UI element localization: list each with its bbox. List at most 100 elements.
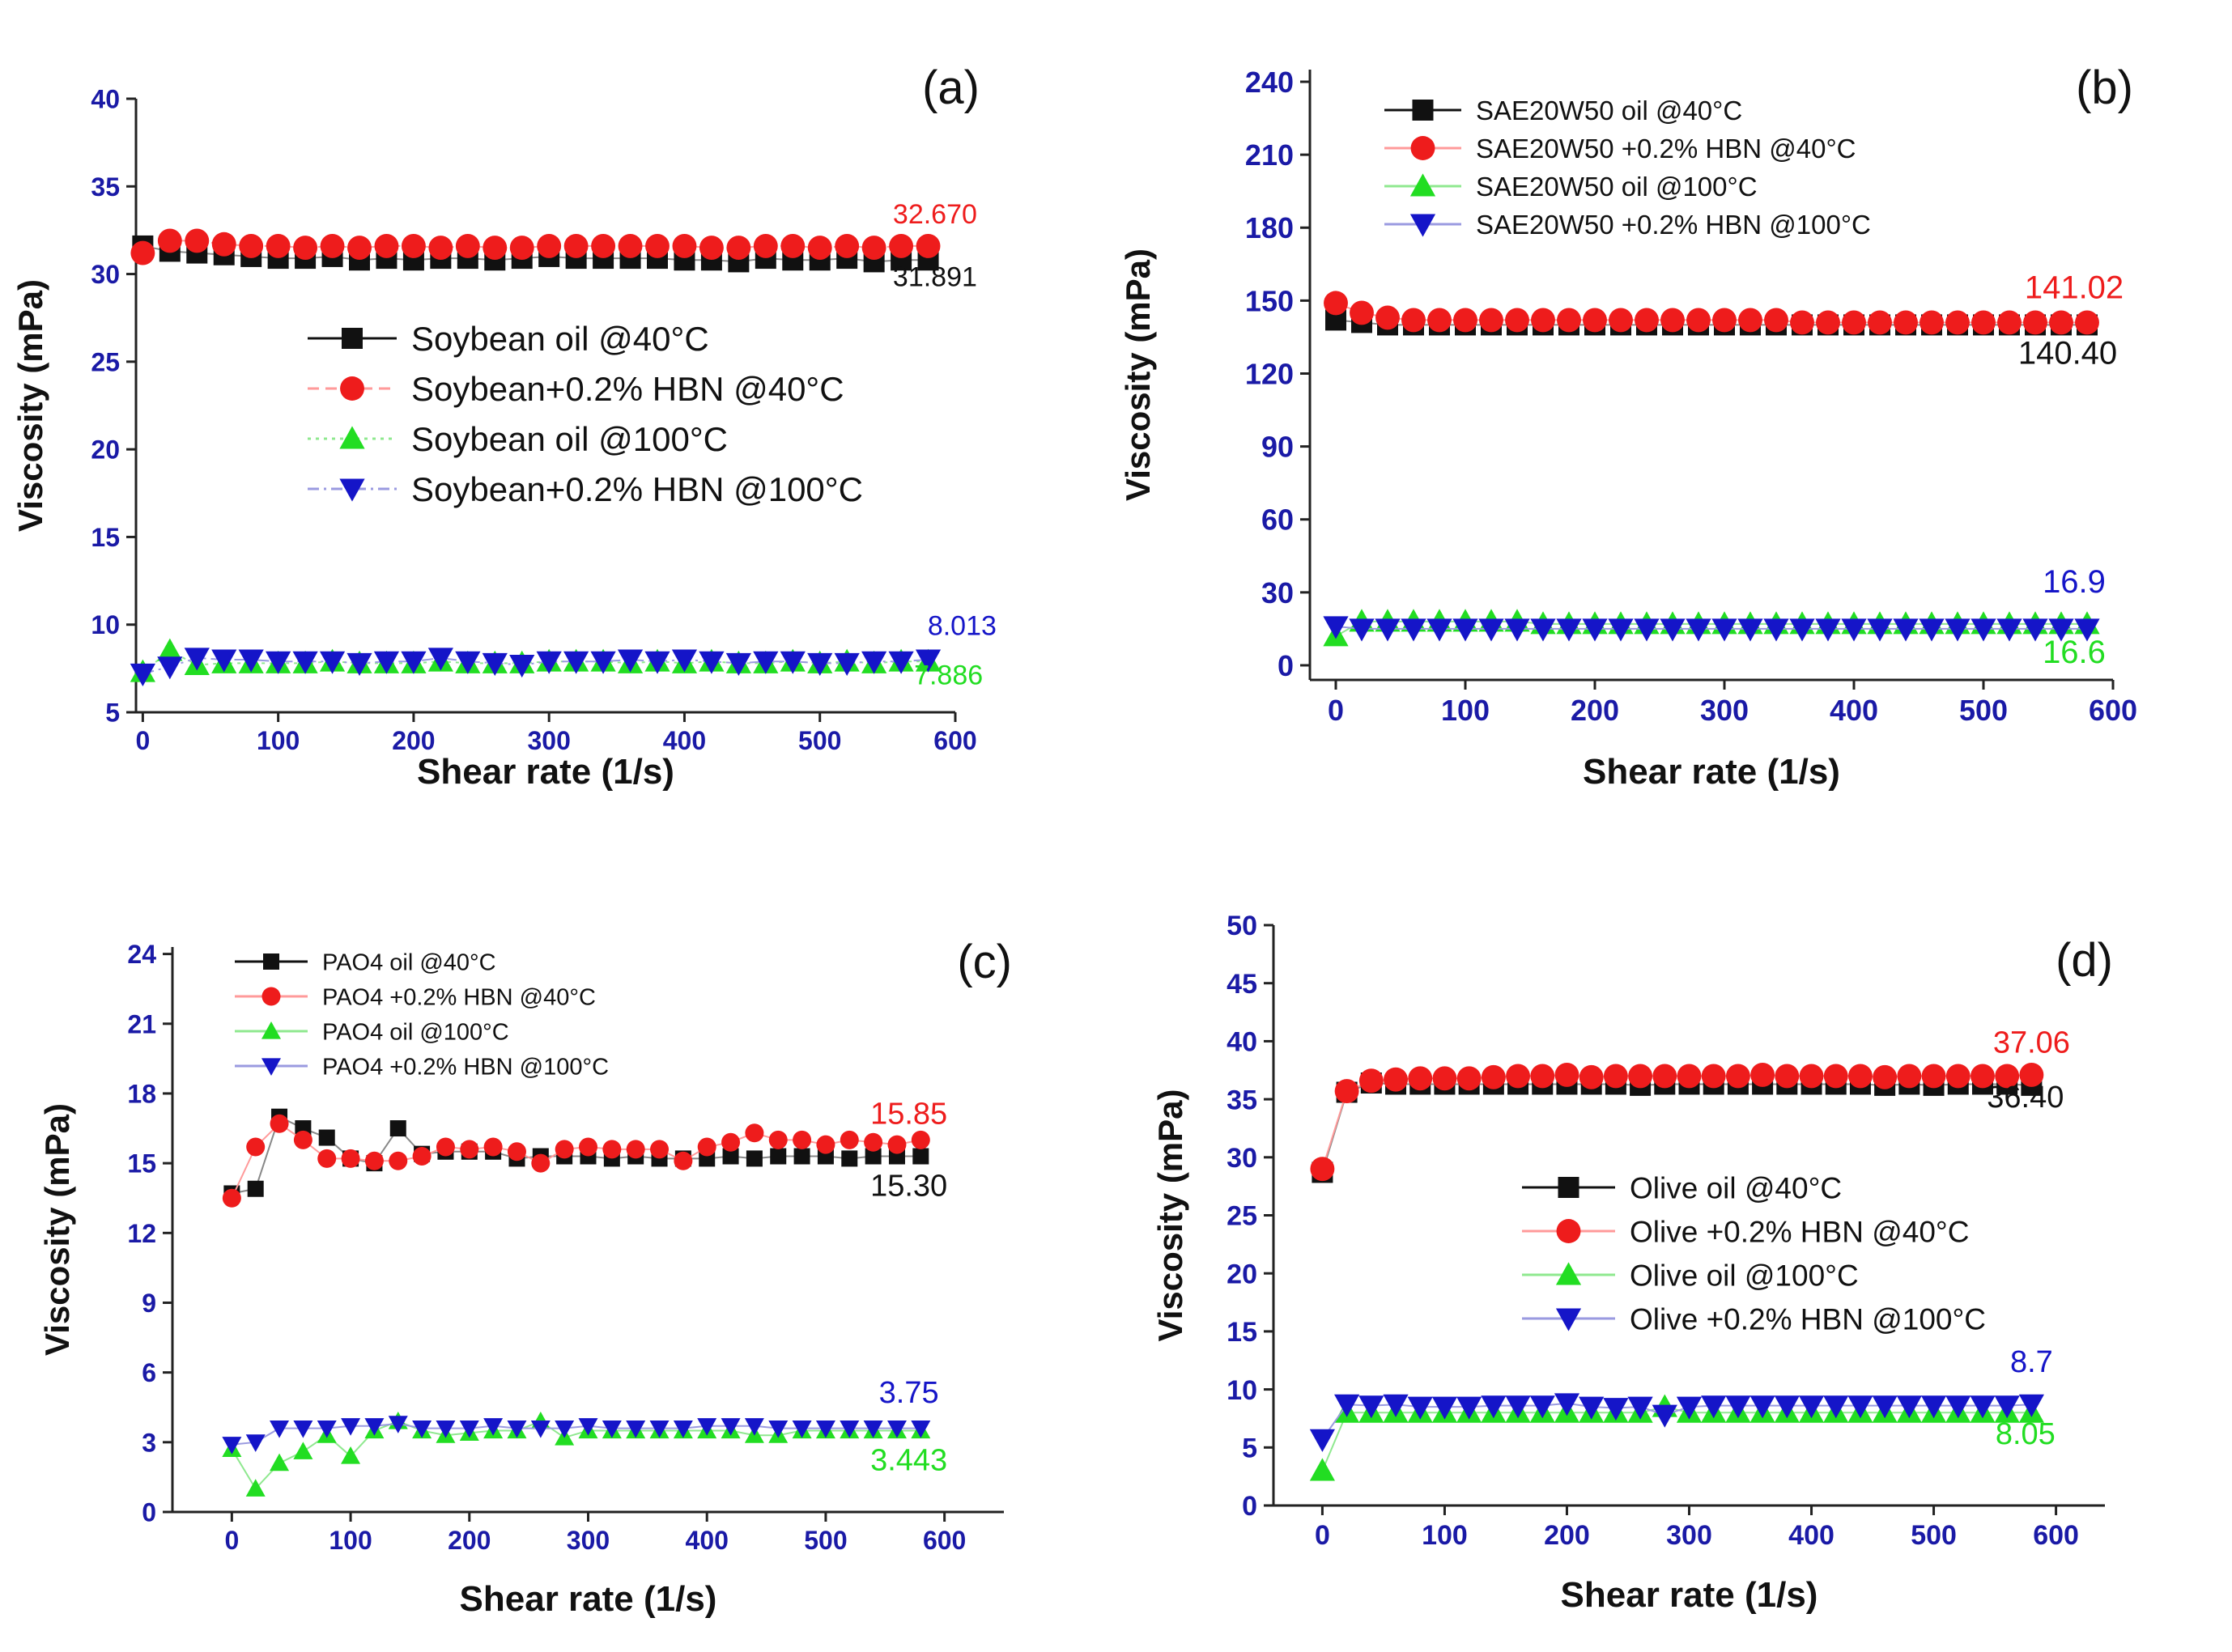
data-point [1997, 310, 2022, 335]
data-point [1920, 310, 1944, 335]
data-point [1920, 1395, 1947, 1419]
legend-marker [261, 987, 281, 1006]
data-point [1456, 1396, 1482, 1420]
data-point [507, 1142, 526, 1161]
panel-label: (d) [2056, 934, 2113, 987]
data-point [745, 1123, 764, 1143]
data-point [1725, 1064, 1750, 1089]
data-point [1799, 1064, 1824, 1089]
data-point [157, 228, 182, 253]
y-tick-label: 24 [127, 940, 156, 969]
y-tick-label: 20 [1227, 1259, 1257, 1289]
x-tick-label: 300 [567, 1526, 610, 1555]
y-tick-label: 90 [1261, 431, 1294, 464]
legend-marker [1555, 1308, 1582, 1331]
data-point [427, 648, 453, 671]
y-tick-label: 21 [127, 1009, 156, 1038]
data-point [1505, 1395, 1531, 1419]
legend-label: Soybean oil @100°C [411, 420, 728, 458]
data-point [1712, 308, 1737, 333]
data-point [130, 663, 155, 686]
value-annotation: 3.75 [879, 1376, 939, 1410]
y-tick-label: 210 [1245, 138, 1294, 172]
data-point [364, 1151, 384, 1170]
data-point [602, 1420, 622, 1438]
data-point [725, 652, 751, 676]
data-point [1383, 1394, 1409, 1417]
data-point [1725, 1395, 1751, 1419]
data-point [1579, 1396, 1605, 1420]
data-point [1530, 1064, 1555, 1089]
y-tick-label: 120 [1245, 357, 1294, 390]
data-point [1375, 305, 1400, 330]
value-annotation: 16.9 [2043, 564, 2106, 600]
data-point [1603, 1064, 1628, 1089]
data-point [889, 233, 914, 258]
data-point [1635, 308, 1659, 333]
y-tick-label: 60 [1261, 503, 1294, 537]
legend-label: Soybean oil @40°C [411, 320, 709, 358]
legend-marker [263, 953, 279, 970]
data-point [834, 652, 860, 676]
y-tick-label: 240 [1245, 66, 1294, 99]
legend-label: PAO4 +0.2% HBN @40°C [322, 984, 596, 1010]
data-point [1505, 308, 1529, 333]
y-tick-label: 30 [91, 260, 120, 289]
data-point [649, 1420, 670, 1438]
data-point [1798, 1395, 1825, 1419]
data-point [293, 1420, 313, 1438]
data-point [374, 233, 399, 258]
x-axis-title: Shear rate (1/s) [417, 752, 674, 792]
y-tick-label: 30 [1227, 1143, 1257, 1174]
data-point [1358, 1068, 1384, 1094]
data-point [1897, 1064, 1922, 1089]
x-tick-label: 0 [224, 1526, 239, 1555]
data-point [222, 1188, 241, 1208]
legend-marker [339, 478, 365, 502]
data-point [807, 236, 832, 261]
data-point [245, 1434, 266, 1452]
legend-marker [1558, 1177, 1579, 1198]
y-tick-label: 10 [1227, 1375, 1257, 1406]
data-point [835, 233, 860, 258]
x-tick-label: 300 [527, 726, 570, 755]
y-tick-label: 15 [127, 1149, 156, 1178]
data-point [1334, 1394, 1360, 1417]
data-point [1896, 1395, 1922, 1419]
data-point [1847, 1395, 1873, 1419]
data-point [1431, 1396, 1458, 1420]
legend-label: SAE20W50 +0.2% HBN @40°C [1476, 134, 1856, 164]
legend-label: PAO4 oil @40°C [322, 949, 496, 975]
y-tick-label: 15 [91, 523, 120, 552]
data-point [793, 1148, 810, 1165]
data-point [722, 1148, 739, 1165]
data-point [1323, 616, 1349, 639]
data-point [1873, 1064, 1898, 1089]
y-tick-label: 3 [142, 1428, 156, 1457]
y-axis-title: Viscosity (mPa) [1151, 1089, 1189, 1341]
data-point [864, 1132, 883, 1152]
data-point [1996, 618, 2022, 642]
data-point [266, 233, 291, 258]
data-point [1686, 308, 1711, 333]
data-point [618, 233, 643, 258]
data-point [341, 1418, 361, 1436]
y-axis-title: Viscosity (mPa) [38, 1103, 76, 1356]
data-point [886, 1420, 907, 1438]
data-point [1349, 618, 1375, 642]
data-point [645, 233, 670, 258]
data-point [1790, 310, 1814, 335]
value-annotation: 15.85 [870, 1097, 947, 1131]
data-point [2048, 618, 2074, 642]
data-point [793, 1130, 812, 1149]
data-point [1701, 1395, 1727, 1419]
data-point [1579, 1064, 1604, 1089]
data-point [318, 1129, 335, 1146]
y-tick-label: 180 [1245, 211, 1294, 244]
data-point [1554, 1063, 1579, 1087]
panel-label: (b) [2076, 62, 2133, 114]
y-tick-label: 0 [142, 1498, 156, 1527]
value-annotation: 141.02 [2025, 270, 2124, 305]
x-tick-label: 300 [1666, 1520, 1712, 1551]
data-point [1334, 1079, 1359, 1104]
